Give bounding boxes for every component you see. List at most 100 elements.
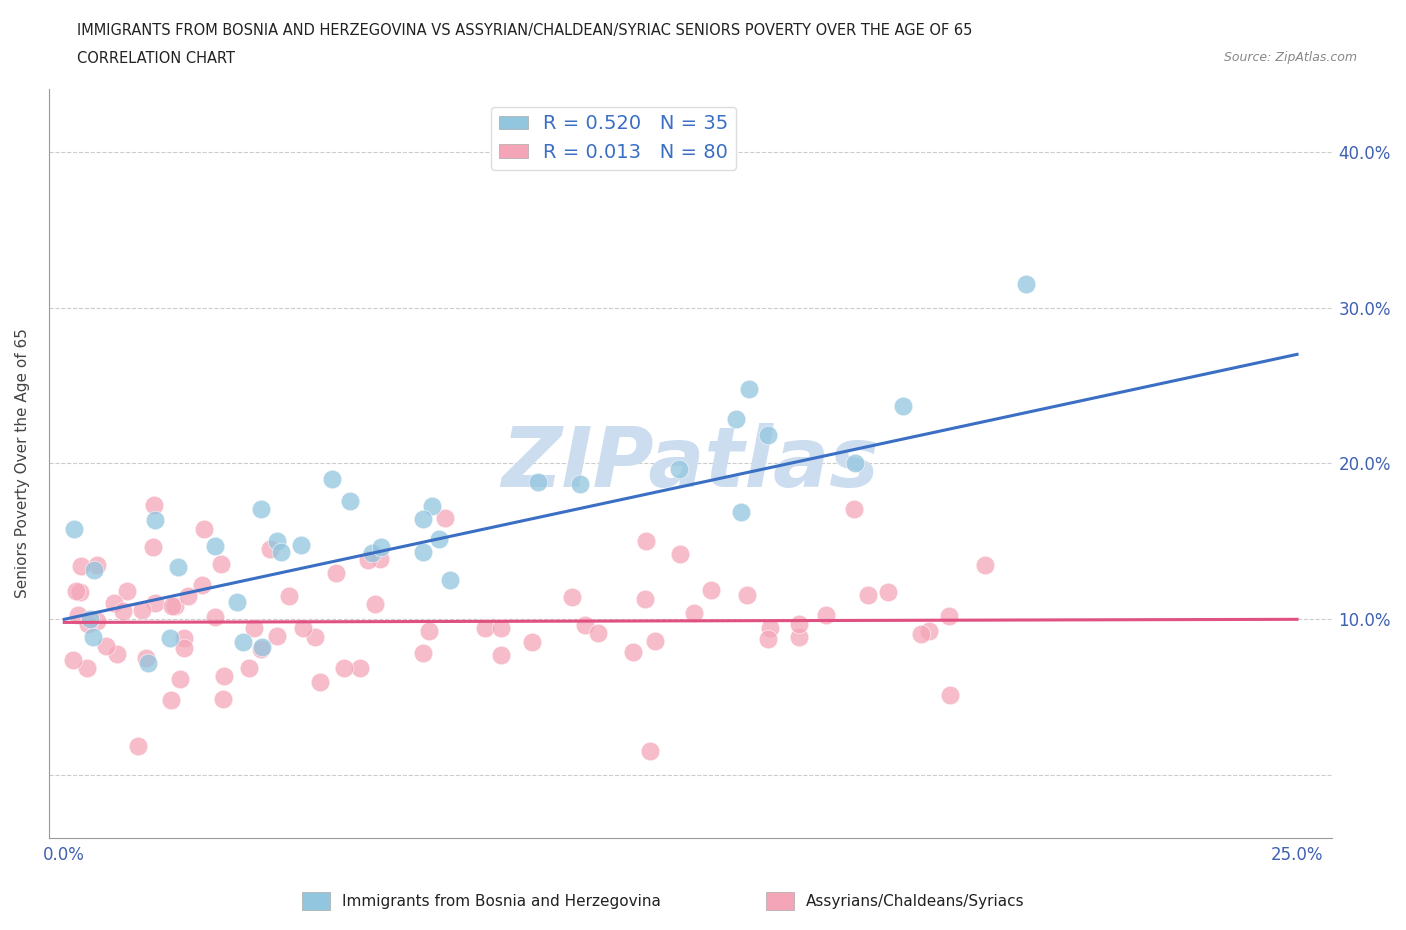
Point (973, 558, 995, 573)
Point (844, 501, 866, 516)
Point (135, 650, 157, 665)
Point (349, 660, 371, 675)
Point (368, 551, 391, 566)
Text: ZIPatlas: ZIPatlas (502, 423, 879, 504)
Point (243, 620, 266, 635)
Point (370, 539, 392, 554)
Point (856, 588, 879, 603)
Point (321, 472, 343, 486)
Point (427, 532, 450, 547)
Point (325, 565, 347, 580)
Point (127, 738, 149, 753)
Point (938, 608, 960, 623)
Point (138, 656, 160, 671)
Point (204, 610, 226, 625)
Point (112, 604, 135, 618)
Point (193, 522, 215, 537)
Point (891, 399, 914, 414)
Point (160, 693, 183, 708)
Point (115, 584, 138, 599)
Point (682, 605, 704, 620)
Text: IMMIGRANTS FROM BOSNIA AND HERZEGOVINA VS ASSYRIAN/CHALDEAN/SYRIAC SENIORS POVER: IMMIGRANTS FROM BOSNIA AND HERZEGOVINA V… (77, 23, 973, 38)
Point (212, 691, 235, 706)
Point (759, 620, 782, 635)
Point (86, 614, 108, 629)
Point (83, 563, 105, 578)
Point (758, 428, 780, 443)
Point (939, 688, 962, 703)
Point (586, 625, 609, 640)
Point (105, 646, 128, 661)
Point (177, 589, 200, 604)
Point (143, 513, 166, 528)
Point (212, 669, 235, 684)
Point (877, 585, 900, 600)
Legend: R = 0.520   N = 35, R = 0.013   N = 80: R = 0.520 N = 35, R = 0.013 N = 80 (491, 107, 737, 170)
Point (724, 412, 747, 427)
Point (668, 461, 690, 476)
Point (259, 541, 281, 556)
Point (339, 494, 361, 509)
Point (644, 634, 666, 649)
Point (522, 634, 544, 649)
Point (361, 546, 384, 561)
Point (700, 582, 723, 597)
Point (357, 552, 380, 567)
Text: Immigrants from Bosnia and Herzegovina: Immigrants from Bosnia and Herzegovina (342, 894, 661, 909)
Point (756, 631, 779, 646)
Point (304, 630, 326, 644)
Point (621, 644, 644, 659)
Point (412, 645, 434, 660)
Point (65, 583, 87, 598)
Point (418, 624, 440, 639)
Point (844, 456, 866, 471)
Point (910, 627, 932, 642)
Point (266, 534, 288, 549)
Point (489, 647, 512, 662)
Point (815, 607, 838, 622)
Y-axis label: Seniors Poverty Over the Age of 65: Seniors Poverty Over the Age of 65 (15, 328, 30, 598)
Point (250, 642, 273, 657)
Point (76, 617, 98, 631)
Point (787, 630, 810, 644)
Point (333, 661, 356, 676)
Point (250, 639, 273, 654)
Point (173, 631, 195, 645)
Point (94, 638, 117, 653)
Point (69, 584, 91, 599)
Point (491, 620, 513, 635)
Point (568, 477, 591, 492)
Point (143, 498, 166, 512)
Point (434, 511, 457, 525)
Point (76, 660, 98, 675)
Point (918, 623, 941, 638)
Point (669, 547, 692, 562)
Point (574, 618, 596, 632)
Point (290, 538, 312, 552)
Text: CORRELATION CHART: CORRELATION CHART (77, 51, 235, 66)
Point (634, 591, 657, 606)
Point (167, 559, 190, 574)
Point (169, 671, 191, 686)
Point (738, 381, 761, 396)
Point (67, 608, 90, 623)
Point (191, 578, 214, 592)
Point (560, 590, 582, 604)
Point (364, 596, 387, 611)
Point (412, 512, 434, 526)
Point (439, 573, 461, 588)
Point (232, 634, 254, 649)
Point (204, 538, 226, 553)
Point (787, 617, 810, 631)
Point (309, 674, 332, 689)
Point (226, 594, 249, 609)
Text: Assyrians/Chaldeans/Syriacs: Assyrians/Chaldeans/Syriacs (806, 894, 1024, 909)
Point (250, 502, 273, 517)
Point (278, 589, 301, 604)
Point (143, 595, 166, 610)
Point (82, 630, 104, 644)
Point (474, 620, 496, 635)
Point (62, 653, 84, 668)
Point (163, 599, 186, 614)
Point (730, 504, 752, 519)
